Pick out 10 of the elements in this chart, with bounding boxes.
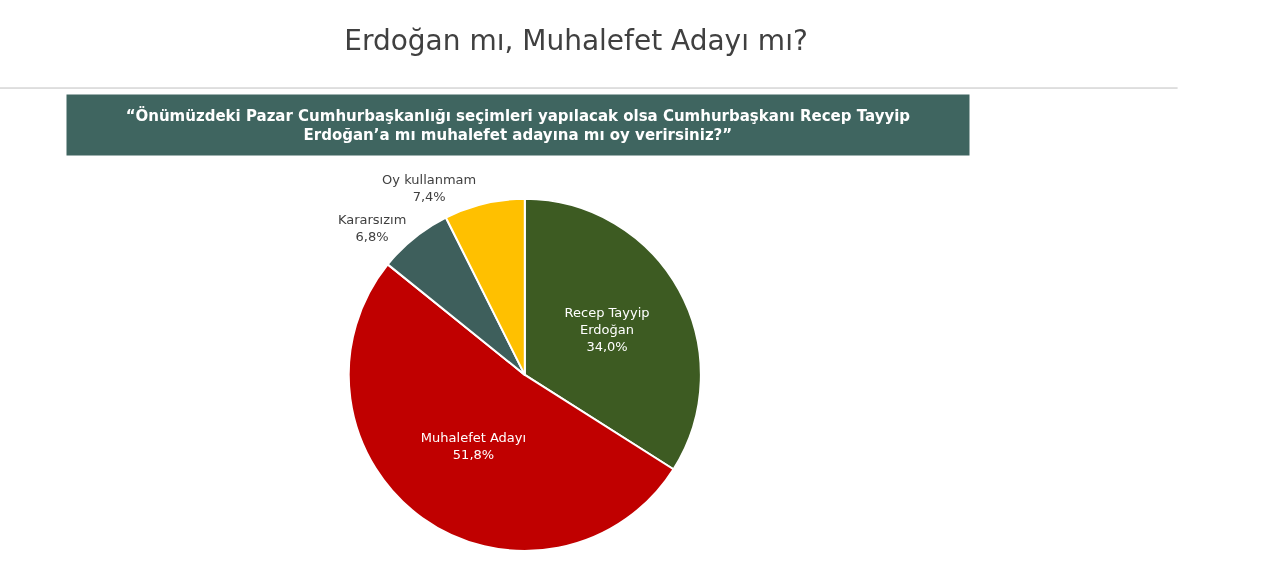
data-label: 34,0%: [586, 339, 628, 355]
data-label: 51,8%: [452, 447, 495, 463]
slice-label: Muhalefet Adayı: [420, 430, 527, 446]
data-label: 7,4%: [412, 189, 446, 205]
slice-label: Oy kullanmam: [382, 172, 477, 188]
chart-subtitle: “Önümüzdeki Pazar Cumhurbaşkanlığı seçimleri yapılacak olsa Cumhurbaşkanı Recep Tayyip Erdoğan’a mı muhalefet adayına mı oy verirsiniz?”: [125, 105, 911, 145]
slice-label: Recep Tayyip Erdoğan: [564, 305, 650, 338]
data-label: 6,8%: [355, 229, 389, 245]
chart-title: Erdoğan mı, Muhalefet Adayı mı?: [344, 23, 808, 57]
slice-label: Kararsızım: [337, 212, 407, 228]
